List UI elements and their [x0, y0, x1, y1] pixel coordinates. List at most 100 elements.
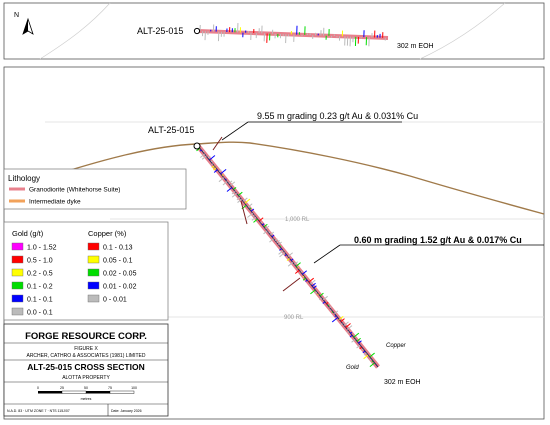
lithology-item-label: Granodiorite (Whitehorse Suite)	[29, 187, 120, 194]
assay-tick	[327, 304, 330, 307]
assay-tick	[295, 262, 301, 267]
plan-contour	[39, 2, 111, 60]
gold-legend-swatch	[11, 307, 24, 316]
structure-line	[212, 136, 223, 151]
assay-tick	[340, 323, 343, 326]
assay-tick	[343, 321, 349, 326]
assay-legend-frame	[3, 221, 169, 321]
assay-tick	[201, 155, 207, 160]
assay-legend: Gold (g/t) Copper (%) 1.0 - 1.52 0.5 - 1.…	[3, 221, 169, 321]
section-assay-ticks	[196, 147, 375, 368]
assay-tick	[347, 331, 350, 334]
assay-tick	[310, 289, 316, 295]
lithology-legend-title: Lithology	[8, 174, 40, 183]
title-block: FORGE RESOURCE CORP. FIGURE X ARCHER, CA…	[3, 323, 169, 417]
gold-legend-label: 0.0 - 0.1	[27, 310, 53, 317]
assay-tick	[334, 315, 337, 318]
assay-tick	[331, 317, 338, 323]
lithology-legend: Lithology Granodiorite (Whitehorse Suite…	[3, 168, 187, 210]
assay-tick	[317, 293, 319, 296]
assay-tick	[210, 160, 213, 163]
assay-tick	[290, 258, 294, 261]
assay-tick	[269, 238, 274, 243]
assay-tick	[302, 275, 305, 278]
assay-tick	[251, 214, 255, 218]
assay-tick	[211, 165, 215, 169]
assay-tick	[351, 338, 356, 343]
assay-tick	[222, 181, 228, 186]
footer-right: Date: January 2026	[111, 409, 142, 413]
callout-1-text: 9.55 m grading 0.23 g/t Au & 0.031% Cu	[257, 111, 418, 121]
structure-line	[240, 200, 248, 225]
property-name: ALOTTA PROPERTY	[62, 375, 110, 381]
assay-tick	[287, 262, 294, 267]
company-name: FORGE RESOURCE CORP.	[25, 331, 147, 342]
gold-legend-label: 0.5 - 1.0	[27, 258, 53, 265]
assay-tick	[313, 285, 317, 289]
gold-trace-label: Gold	[346, 365, 359, 371]
assay-tick	[338, 315, 344, 321]
assay-tick	[302, 270, 308, 275]
assay-tick	[202, 150, 205, 153]
assay-tick	[362, 348, 364, 351]
copper-legend-label: 0.01 - 0.02	[103, 284, 137, 291]
assay-tick	[279, 248, 282, 251]
assay-tick	[371, 360, 374, 363]
assay-tick	[322, 295, 328, 301]
assay-tick	[350, 331, 353, 334]
assay-tick	[253, 218, 258, 223]
assay-tick	[363, 354, 369, 360]
assay-tick	[294, 261, 299, 265]
footer-left: N.A.D. 83 · UTM ZONE 7 · NTS 115J/07	[7, 409, 70, 413]
assay-tick	[231, 191, 236, 195]
copper-legend-swatch	[87, 242, 100, 251]
assay-tick	[322, 301, 326, 304]
assay-tick	[218, 169, 222, 173]
assay-tick	[363, 352, 367, 356]
gold-legend-swatch	[11, 294, 24, 303]
topography-line	[44, 141, 545, 215]
assay-tick	[356, 337, 361, 342]
assay-tick	[218, 177, 225, 183]
lithology-legend-frame	[3, 168, 187, 210]
rl-900-label: 900 RL	[284, 315, 304, 321]
assay-tick	[358, 340, 362, 344]
assay-tick	[308, 277, 315, 283]
plan-collar-marker	[193, 27, 201, 35]
gold-legend-swatch	[11, 242, 24, 251]
assay-tick	[326, 302, 329, 305]
assay-tick	[356, 344, 361, 349]
assay-tick	[314, 291, 318, 294]
scale-bar-segment	[109, 390, 135, 394]
lithology-item-label: Intermediate dyke	[29, 199, 81, 206]
rl-1000-label: 1,000 RL	[285, 217, 310, 223]
consultant-name: ARCHER, CATHRO & ASSOCIATES (1981) LIMIT…	[26, 353, 145, 359]
plan-view-frame	[3, 2, 545, 60]
assay-tick	[226, 187, 233, 192]
north-arrow-icon	[22, 17, 34, 35]
gold-legend-swatch	[11, 268, 24, 277]
assay-tick	[329, 306, 332, 309]
assay-tick	[369, 358, 372, 361]
scale-tick-label: 0	[37, 386, 39, 390]
assay-tick	[271, 234, 275, 238]
assay-tick	[260, 221, 263, 224]
assay-tick	[311, 282, 316, 287]
assay-tick	[213, 169, 218, 173]
gold-legend-swatch	[11, 281, 24, 290]
copper-legend-items: 0.1 - 0.13 0.05 - 0.1 0.02 - 0.05 0.01 - 0.…	[87, 242, 137, 304]
assay-tick	[238, 191, 243, 196]
assay-tick	[331, 311, 334, 313]
assay-tick	[263, 230, 268, 235]
section-hole-label: ALT-25-015	[148, 125, 194, 135]
assay-tick	[318, 297, 322, 301]
plan-assay-ticks	[199, 23, 386, 47]
plan-eoh-label: 302 m EOH	[397, 43, 434, 50]
assay-tick	[236, 196, 241, 201]
gold-legend-label: 0.2 - 0.5	[27, 271, 53, 278]
assay-tick	[247, 212, 254, 218]
copper-legend-swatch	[87, 268, 100, 277]
structure-line	[282, 277, 301, 292]
copper-legend-swatch	[87, 294, 100, 303]
